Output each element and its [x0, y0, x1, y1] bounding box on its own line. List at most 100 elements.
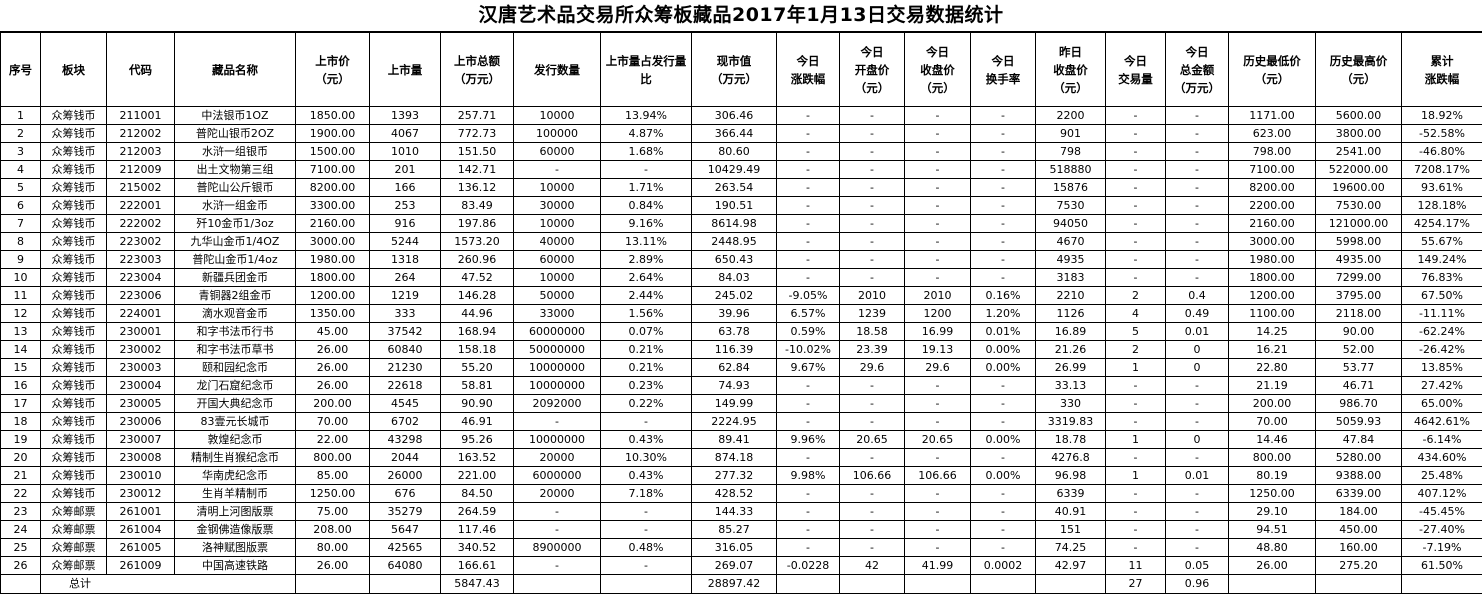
table-cell: -: [905, 197, 971, 215]
table-cell: 94050: [1036, 215, 1106, 233]
table-cell: -: [905, 485, 971, 503]
table-cell: -: [971, 233, 1036, 251]
table-cell: 33.13: [1036, 377, 1106, 395]
table-cell: 26.00: [296, 359, 370, 377]
table-cell: 116.39: [692, 341, 777, 359]
table-cell: 7530: [1036, 197, 1106, 215]
table-cell: 众筹钱币: [41, 377, 107, 395]
table-cell: 15876: [1036, 179, 1106, 197]
table-cell: 3000.00: [1229, 233, 1316, 251]
table-cell: -: [971, 503, 1036, 521]
table-cell: 众筹钱币: [41, 215, 107, 233]
table-cell: 众筹邮票: [41, 503, 107, 521]
table-cell: 80.19: [1229, 467, 1316, 485]
table-cell: -: [1166, 161, 1229, 179]
table-cell: 18.58: [840, 323, 905, 341]
table-cell: 26.00: [296, 377, 370, 395]
table-cell: 623.00: [1229, 125, 1316, 143]
table-cell: -: [905, 269, 971, 287]
table-cell: 4276.8: [1036, 449, 1106, 467]
column-header: 现市值 （万元）: [692, 33, 777, 107]
table-cell: -: [777, 395, 840, 413]
table-cell: 众筹钱币: [41, 341, 107, 359]
table-cell: 1573.20: [441, 233, 514, 251]
table-cell: -: [905, 449, 971, 467]
column-header: 今日 交易量: [1106, 33, 1166, 107]
table-cell: 223003: [107, 251, 175, 269]
table-cell: -10.02%: [777, 341, 840, 359]
table-cell: 6000000: [514, 467, 601, 485]
column-header: 今日 换手率: [971, 33, 1036, 107]
total-blank: [840, 575, 905, 594]
table-cell: 94.51: [1229, 521, 1316, 539]
table-cell: 45.00: [296, 323, 370, 341]
table-cell: -: [777, 269, 840, 287]
table-cell: -: [1106, 251, 1166, 269]
table-cell: 35279: [370, 503, 441, 521]
table-cell: -: [1166, 539, 1229, 557]
table-cell: 0.48%: [601, 539, 692, 557]
table-cell: 7100.00: [296, 161, 370, 179]
table-cell: 46.91: [441, 413, 514, 431]
table-cell: -: [971, 197, 1036, 215]
table-cell: 80.60: [692, 143, 777, 161]
table-cell: 0.01%: [971, 323, 1036, 341]
table-cell: -26.42%: [1402, 341, 1482, 359]
table-cell: -: [1106, 521, 1166, 539]
table-cell: -: [971, 125, 1036, 143]
table-cell: 1200.00: [296, 287, 370, 305]
table-cell: -: [840, 395, 905, 413]
table-cell: 333: [370, 305, 441, 323]
table-cell: -: [840, 233, 905, 251]
table-cell: -: [1166, 143, 1229, 161]
column-header: 累计 涨跌幅: [1402, 33, 1482, 107]
table-cell: -: [840, 521, 905, 539]
table-cell: -45.45%: [1402, 503, 1482, 521]
table-cell: 18.78: [1036, 431, 1106, 449]
table-cell: 222002: [107, 215, 175, 233]
table-cell: -: [971, 179, 1036, 197]
table-cell: -: [905, 143, 971, 161]
table-cell: 39.96: [692, 305, 777, 323]
table-cell: 269.07: [692, 557, 777, 575]
table-cell: 230005: [107, 395, 175, 413]
table-cell: 26: [1, 557, 41, 575]
table-cell: 200.00: [296, 395, 370, 413]
table-cell: 1.71%: [601, 179, 692, 197]
table-cell: 40.91: [1036, 503, 1106, 521]
table-cell: 4670: [1036, 233, 1106, 251]
table-cell: 7.18%: [601, 485, 692, 503]
table-cell: 4: [1, 161, 41, 179]
table-cell: 230001: [107, 323, 175, 341]
table-cell: 52.00: [1316, 341, 1402, 359]
table-cell: 1250.00: [1229, 485, 1316, 503]
table-cell: 42565: [370, 539, 441, 557]
table-cell: 1500.00: [296, 143, 370, 161]
table-cell: -: [1106, 161, 1166, 179]
table-cell: 18: [1, 413, 41, 431]
table-cell: -: [840, 197, 905, 215]
table-cell: -: [971, 251, 1036, 269]
table-cell: -7.19%: [1402, 539, 1482, 557]
table-cell: 10: [1, 269, 41, 287]
total-blank: [1402, 575, 1482, 594]
table-cell: 261004: [107, 521, 175, 539]
table-cell: 0.00%: [971, 359, 1036, 377]
sheet-title: 汉唐艺术品交易所众筹板藏品2017年1月13日交易数据统计: [0, 0, 1482, 32]
table-cell: 1239: [840, 305, 905, 323]
table-cell: 166.61: [441, 557, 514, 575]
table-cell: 10429.49: [692, 161, 777, 179]
table-cell: -: [601, 557, 692, 575]
table-cell: 众筹钱币: [41, 431, 107, 449]
table-cell: 中国高速铁路: [175, 557, 296, 575]
column-header: 代码: [107, 33, 175, 107]
table-cell: -: [777, 413, 840, 431]
table-cell: 230010: [107, 467, 175, 485]
table-cell: 9.67%: [777, 359, 840, 377]
table-cell: 金钢佛造像版票: [175, 521, 296, 539]
